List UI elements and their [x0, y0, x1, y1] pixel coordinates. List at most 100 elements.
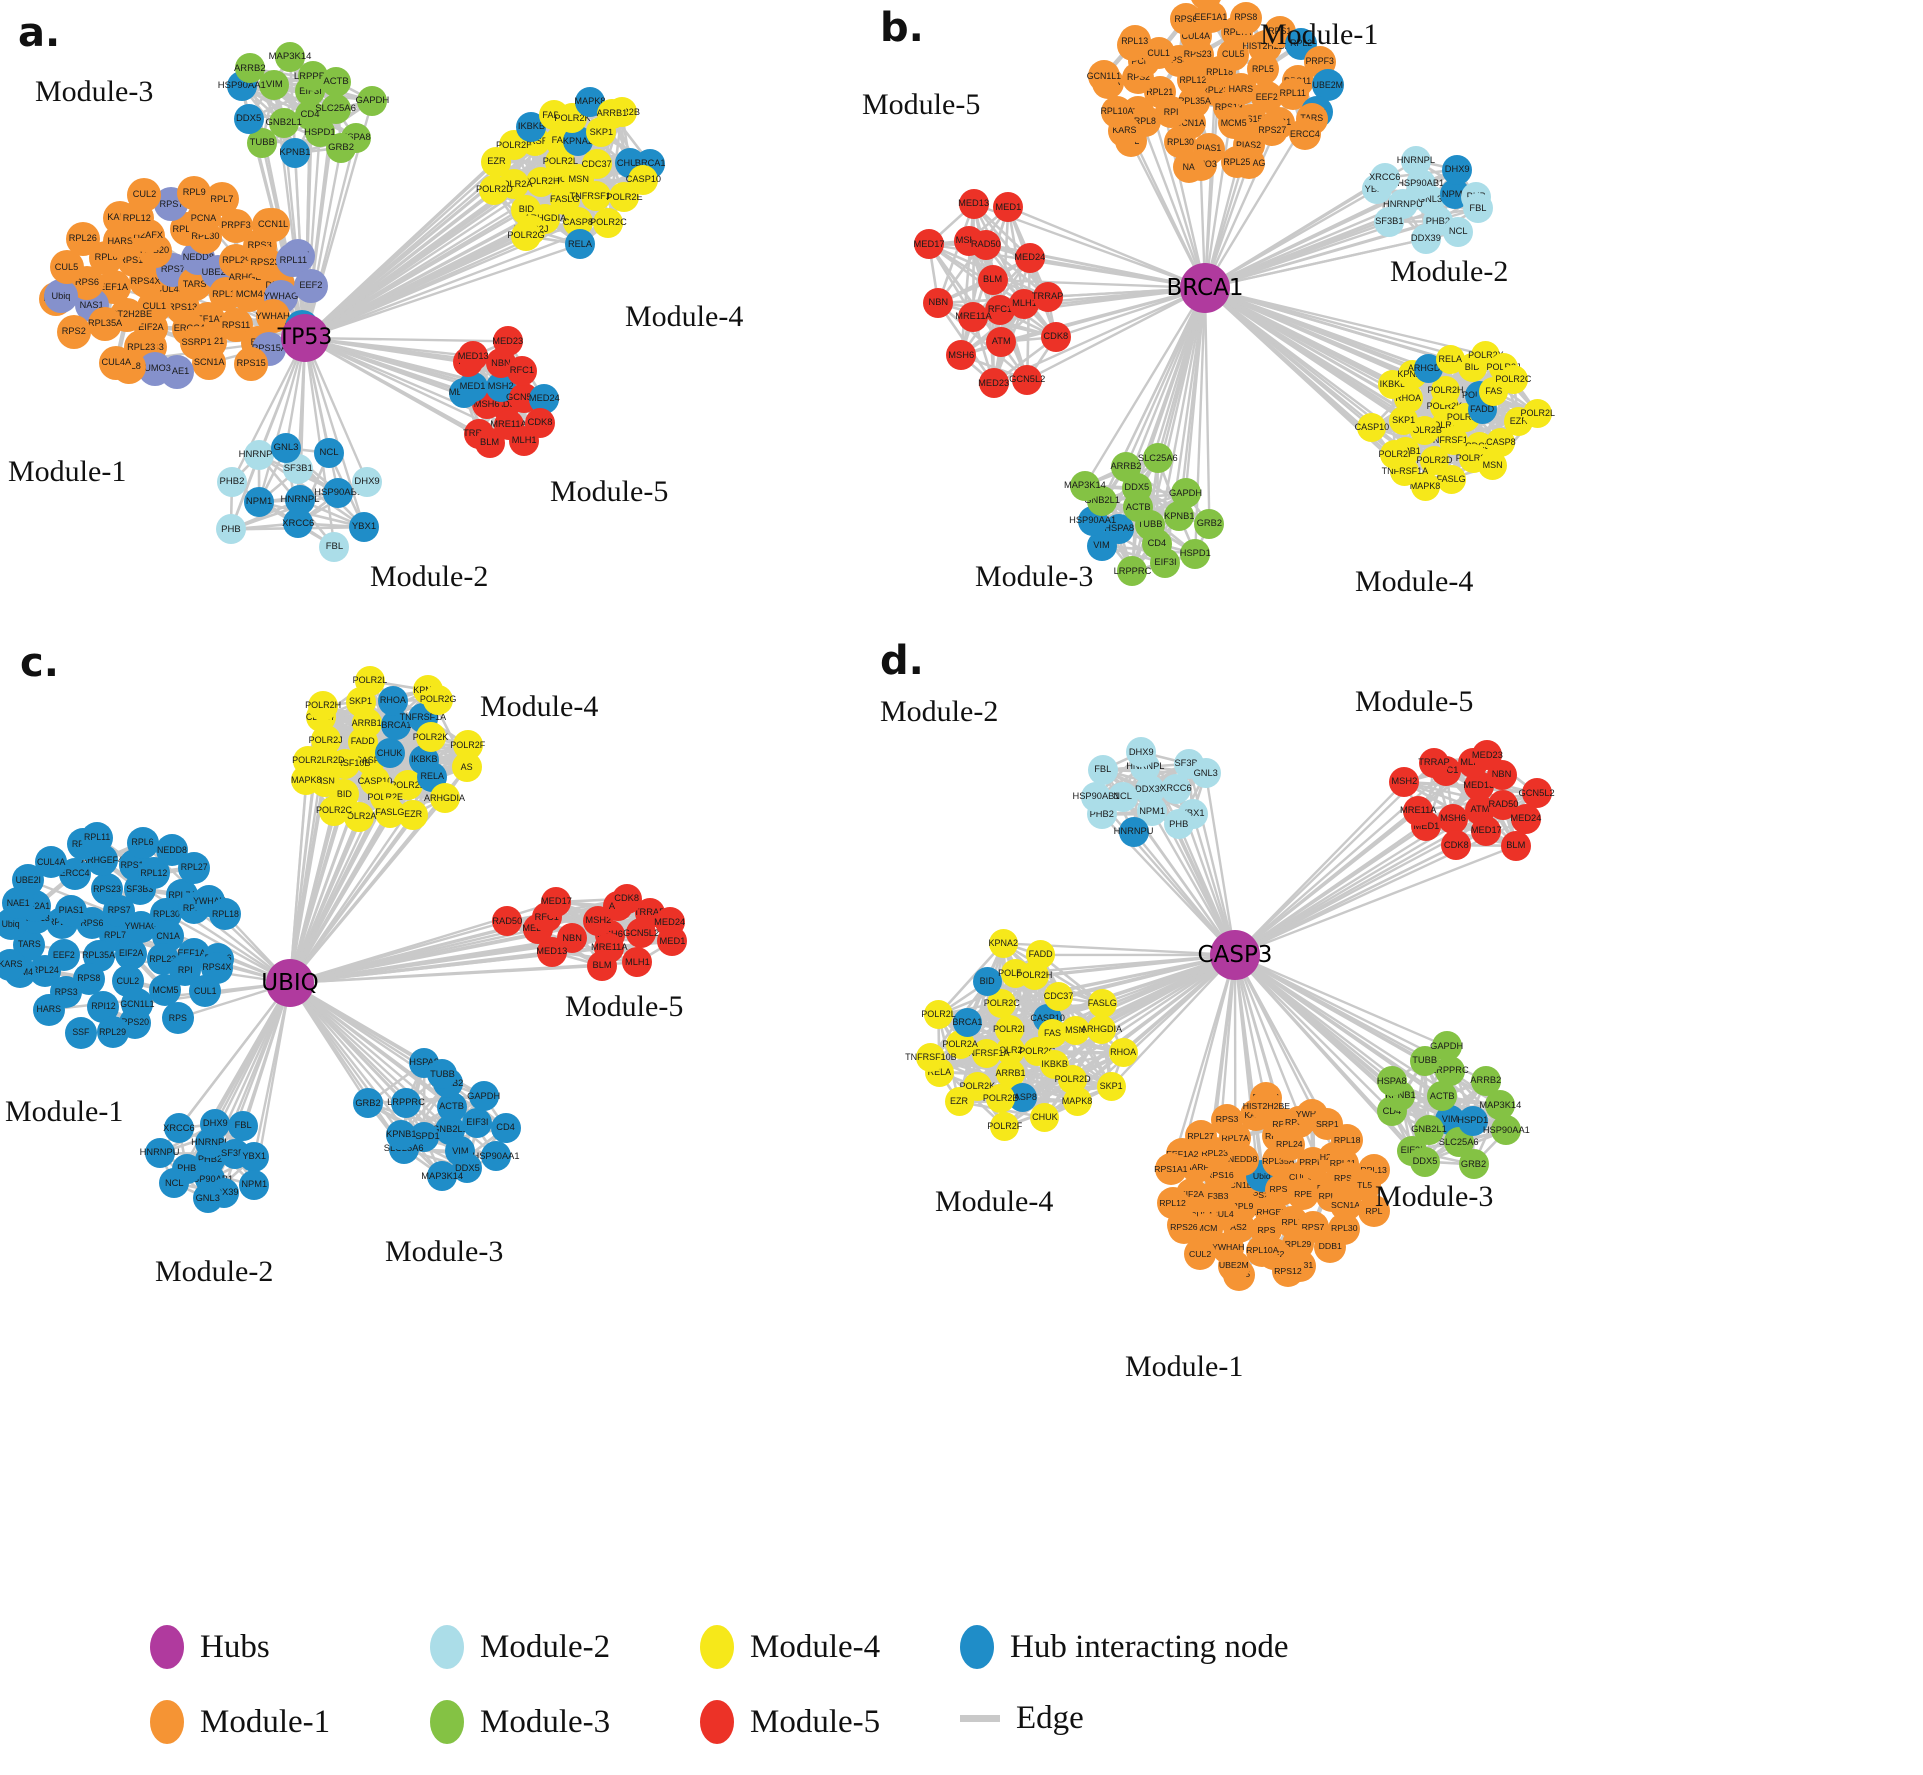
network-node[interactable]: HNRNPU: [1114, 816, 1153, 847]
network-node[interactable]: HNRNPU: [140, 1138, 179, 1169]
network-node[interactable]: ARHGDIA: [424, 783, 465, 814]
network-node[interactable]: DDX5: [233, 103, 264, 134]
network-node[interactable]: FBL: [228, 1110, 259, 1141]
network-node[interactable]: RPL10A: [1101, 95, 1133, 128]
network-node[interactable]: HSPA8: [1376, 1066, 1407, 1097]
network-node[interactable]: CHUK: [374, 738, 405, 769]
network-node[interactable]: HARS: [32, 993, 65, 1026]
network-node[interactable]: RPL18: [1331, 1123, 1364, 1156]
network-node[interactable]: HSP90AB1: [1073, 781, 1120, 812]
network-node[interactable]: KPNB1: [279, 138, 311, 169]
network-node[interactable]: SLC25A6: [1138, 443, 1178, 474]
network-node[interactable]: ARRB1: [597, 98, 627, 129]
network-node[interactable]: LRPPRC: [387, 1088, 425, 1119]
network-node[interactable]: RHOA: [377, 685, 408, 716]
network-node[interactable]: RPS3: [1211, 1103, 1244, 1136]
network-node[interactable]: DDX39: [1410, 224, 1441, 254]
network-node[interactable]: ARHGDIA: [1081, 1015, 1122, 1044]
network-node[interactable]: CCN1L: [256, 207, 291, 242]
network-node[interactable]: HSPD1: [1180, 538, 1211, 569]
network-node[interactable]: GAPDH: [467, 1081, 500, 1112]
network-node[interactable]: POLR2I: [993, 1015, 1025, 1045]
network-node[interactable]: MSN: [1060, 1015, 1090, 1045]
network-node[interactable]: TNFRSF10B: [905, 1042, 957, 1072]
network-node[interactable]: RPL6: [126, 826, 159, 859]
network-node[interactable]: CD4: [490, 1112, 521, 1143]
network-node[interactable]: BLM: [587, 950, 618, 981]
network-node[interactable]: RPL12: [1156, 1187, 1189, 1220]
hub-node-tp53[interactable]: TP53: [278, 314, 332, 362]
network-node[interactable]: RFC1: [506, 356, 537, 387]
network-node[interactable]: GRB2: [326, 132, 357, 163]
network-node[interactable]: NA: [1172, 151, 1205, 184]
network-node[interactable]: MSH6: [1438, 803, 1469, 834]
network-node[interactable]: YBX1: [239, 1141, 270, 1172]
network-node[interactable]: GAPDH: [355, 85, 389, 116]
network-node[interactable]: RPS2: [56, 314, 91, 349]
network-node[interactable]: BID: [972, 967, 1002, 997]
network-node[interactable]: SF3B1: [1374, 206, 1405, 237]
network-node[interactable]: POLR2G: [507, 220, 545, 251]
network-node[interactable]: GCN5L2: [1009, 364, 1045, 395]
network-node[interactable]: NCL: [314, 437, 345, 468]
network-node[interactable]: SLC25A6: [315, 93, 356, 124]
network-node[interactable]: UBE2M: [1217, 1249, 1250, 1282]
hub-node-ubiq[interactable]: UBIQ: [261, 959, 319, 1007]
network-node[interactable]: POLR2C: [316, 795, 352, 826]
network-node[interactable]: DDB1: [1314, 1230, 1347, 1263]
network-node[interactable]: POLR2K: [413, 722, 448, 753]
network-node[interactable]: DDX5: [1409, 1146, 1440, 1177]
network-node[interactable]: ACTB: [321, 67, 352, 98]
network-node[interactable]: POLR2L: [353, 665, 387, 696]
network-node[interactable]: CUL4A: [99, 345, 134, 380]
network-node[interactable]: RPL35A: [88, 307, 122, 341]
network-node[interactable]: POLR2C: [1495, 364, 1531, 394]
network-node[interactable]: FBL: [1087, 754, 1118, 785]
network-node[interactable]: CDC37: [582, 149, 612, 180]
network-node[interactable]: TNFRSF10B: [569, 181, 622, 212]
network-node[interactable]: RPL29: [96, 1016, 129, 1049]
network-node[interactable]: PHB: [1163, 809, 1194, 840]
network-node[interactable]: SSF: [64, 1016, 97, 1049]
network-node[interactable]: TNFRSF1A: [963, 1039, 1010, 1069]
network-node[interactable]: HSPD1: [1457, 1106, 1488, 1137]
network-node[interactable]: GNL3: [271, 433, 302, 464]
network-node[interactable]: CUL5: [49, 250, 84, 285]
network-node[interactable]: BLM: [977, 265, 1008, 296]
network-node[interactable]: FASLG: [374, 797, 405, 828]
network-node[interactable]: EZR: [481, 146, 512, 177]
network-node[interactable]: BRCA1: [952, 1007, 982, 1037]
network-node[interactable]: ARRB2: [234, 53, 266, 84]
network-node[interactable]: MRE11A: [1400, 795, 1437, 826]
network-node[interactable]: EZR: [944, 1087, 974, 1117]
hub-node-casp3[interactable]: CASP3: [1198, 930, 1272, 980]
network-node[interactable]: SF3B3: [1190, 0, 1223, 10]
network-node[interactable]: RPL11: [81, 821, 114, 854]
network-node[interactable]: TRRAP: [1032, 281, 1063, 312]
network-node[interactable]: NCL: [1443, 216, 1474, 247]
network-node[interactable]: MED23: [978, 368, 1009, 399]
network-node[interactable]: CDK8: [1040, 322, 1071, 353]
network-node[interactable]: RAD50: [970, 229, 1001, 260]
network-node[interactable]: NPM1: [244, 487, 275, 518]
network-node[interactable]: EEF2: [293, 268, 328, 303]
network-node[interactable]: RELA: [1435, 345, 1465, 375]
network-node[interactable]: MAP3K14: [1064, 470, 1106, 501]
network-node[interactable]: RPL27: [178, 851, 211, 884]
network-node[interactable]: POLR2G: [420, 684, 456, 715]
network-node[interactable]: SKP1: [1096, 1072, 1126, 1102]
network-node[interactable]: GNL3: [1190, 758, 1221, 789]
network-node[interactable]: HNRNPU: [239, 439, 279, 470]
network-node[interactable]: RPS23: [91, 873, 124, 906]
network-node[interactable]: MED13: [958, 188, 989, 219]
network-node[interactable]: MED23: [492, 326, 523, 357]
network-node[interactable]: POLR2I: [292, 745, 324, 776]
network-node[interactable]: RPS15: [234, 346, 269, 381]
network-node[interactable]: PHB2: [216, 467, 247, 498]
network-node[interactable]: XRCC6: [1369, 162, 1400, 193]
network-node[interactable]: RPL7: [204, 182, 239, 217]
network-node[interactable]: RHOA: [1108, 1038, 1138, 1068]
network-node[interactable]: BLM: [474, 427, 505, 458]
network-node[interactable]: BLM: [1500, 830, 1531, 861]
hub-node-brca1[interactable]: BRCA1: [1166, 263, 1244, 313]
